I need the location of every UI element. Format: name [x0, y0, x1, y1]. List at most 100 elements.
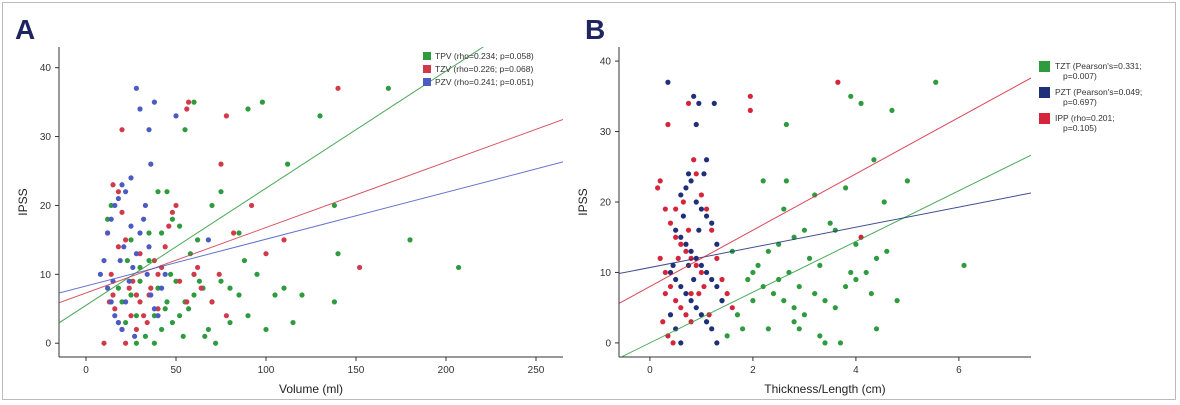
data-point-series-1: [889, 107, 895, 114]
data-point-series-1: [159, 326, 165, 333]
panel-a: A 0 50 100 150 200 250 0 10 20 30 40 Volume (ml) IPS…: [15, 14, 563, 396]
data-point-series-1: [209, 202, 215, 209]
data-point-series-2: [198, 285, 204, 291]
data-point-series-2: [703, 157, 710, 163]
data-point-series-3: [205, 237, 211, 243]
y-tick-label: 20: [40, 201, 52, 212]
data-point-series-2: [703, 319, 710, 325]
data-point-series-2: [693, 121, 699, 128]
data-point-series-1: [863, 269, 869, 276]
data-point-series-1: [162, 306, 168, 312]
data-point-series-1: [750, 298, 756, 304]
data-point-series-3: [719, 276, 725, 283]
data-point-series-2: [683, 241, 689, 247]
data-point-series-1: [290, 319, 296, 326]
legend-label: TPV (rho=0.234; p=0.058): [435, 51, 534, 61]
data-point-series-2: [701, 171, 707, 177]
data-point-series-2: [698, 262, 705, 269]
data-point-series-3: [680, 199, 686, 205]
y-tick-label: 40: [40, 63, 52, 74]
data-point-series-1: [796, 283, 802, 290]
x-tick-label: 250: [528, 365, 545, 376]
data-point-series-3: [101, 257, 107, 264]
data-point-series-1: [791, 305, 797, 311]
data-point-series-3: [112, 313, 118, 319]
data-point-series-1: [904, 178, 911, 184]
data-point-series-1: [227, 319, 233, 326]
figure-frame: A 0 50 100 150 200 250 0 10 20 30 40 Volume (ml) IPS…: [2, 2, 1176, 400]
data-point-series-3: [108, 216, 114, 222]
data-point-series-1: [241, 257, 247, 264]
data-point-series-2: [673, 227, 679, 233]
data-point-series-1: [173, 278, 179, 284]
data-point-series-3: [119, 182, 125, 188]
data-point-series-1: [331, 202, 337, 209]
data-point-series-3: [673, 298, 679, 304]
data-point-series-2: [667, 312, 674, 318]
data-point-series-1: [281, 285, 287, 291]
x-tick-label: 0: [647, 365, 653, 376]
data-point-series-1: [933, 79, 939, 85]
data-point-series-1: [151, 340, 157, 346]
data-point-series-1: [812, 290, 818, 297]
data-point-series-3: [655, 185, 661, 191]
data-point-series-2: [184, 106, 190, 112]
data-point-series-1: [783, 121, 789, 128]
data-point-series-3: [660, 319, 666, 325]
data-point-series-1: [151, 313, 157, 319]
data-point-series-1: [822, 298, 828, 304]
fit-line-series-1: [620, 154, 1031, 357]
data-point-series-2: [123, 340, 129, 346]
data-point-series-1: [169, 216, 175, 222]
data-point-series-3: [105, 285, 111, 291]
fit-line-series-1: [59, 47, 484, 324]
data-point-series-2: [711, 100, 717, 106]
data-point-series-3: [128, 223, 134, 229]
legend-label: TZV (rho=0.226; p=0.068): [435, 64, 533, 74]
data-point-series-1: [724, 333, 730, 339]
data-point-series-2: [678, 234, 684, 240]
data-point-series-2: [123, 237, 129, 243]
data-point-series-3: [97, 271, 103, 277]
x-tick-label: 0: [83, 365, 89, 376]
data-point-series-2: [670, 262, 676, 269]
data-point-series-1: [843, 283, 849, 290]
x-tick-label: 50: [170, 365, 182, 376]
data-point-series-3: [693, 262, 699, 269]
data-point-series-2: [683, 290, 689, 297]
fit-line-series-3: [619, 77, 1031, 304]
data-point-series-3: [696, 290, 702, 297]
data-point-series-3: [105, 230, 111, 236]
data-point-series-3: [662, 290, 668, 297]
data-point-series-1: [164, 299, 170, 305]
data-point-series-3: [673, 206, 679, 212]
data-point-series-1: [873, 255, 880, 261]
legend-label: TZT (Pearson's=0.331;: [1055, 61, 1142, 71]
data-point-series-3: [141, 216, 147, 222]
data-point-series-3: [148, 292, 154, 298]
data-point-series-2: [249, 202, 255, 209]
data-point-series-3: [173, 113, 179, 119]
data-point-series-1: [123, 319, 129, 326]
data-point-series-2: [709, 220, 715, 226]
data-point-series-1: [202, 333, 208, 339]
data-point-series-3: [729, 305, 735, 311]
data-point-series-2: [126, 285, 132, 291]
data-point-series-2: [137, 299, 143, 305]
data-point-series-1: [812, 192, 818, 198]
x-tick-label: 4: [853, 365, 859, 376]
data-point-series-3: [683, 248, 689, 254]
data-point-series-1: [191, 292, 197, 298]
data-point-series-3: [685, 227, 692, 233]
data-point-series-1: [133, 340, 139, 346]
data-point-series-2: [184, 299, 190, 305]
data-point-series-2: [667, 269, 674, 276]
data-point-series-2: [231, 230, 237, 236]
legend-swatch: [1039, 61, 1050, 72]
data-point-series-1: [137, 278, 143, 284]
legend-swatch: [423, 65, 431, 73]
data-point-series-1: [385, 85, 391, 91]
data-point-series-1: [765, 248, 771, 254]
data-point-series-1: [213, 340, 219, 346]
data-point-series-2: [141, 313, 147, 319]
